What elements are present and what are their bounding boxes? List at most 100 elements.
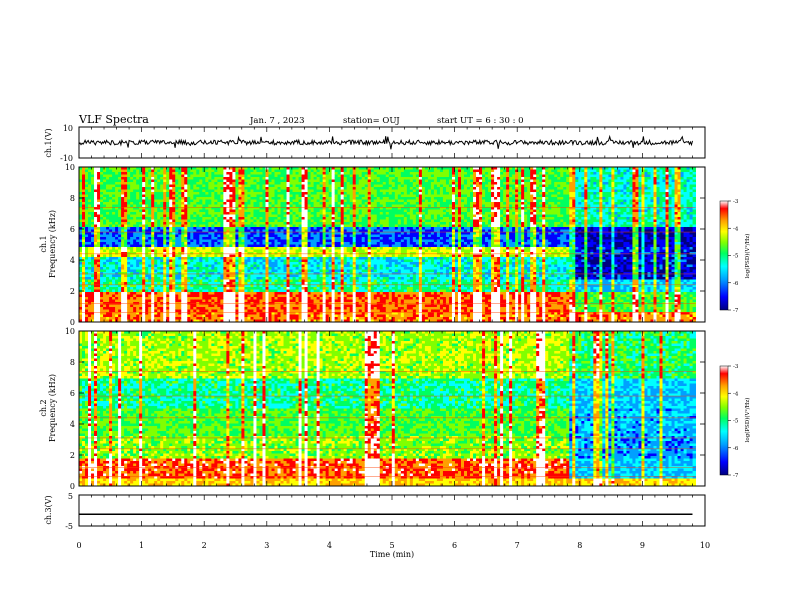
spectrogram-cell xyxy=(193,254,197,258)
spectrogram-cell xyxy=(91,192,95,195)
spectrogram-cell xyxy=(253,297,257,300)
spectrogram-cell xyxy=(217,214,221,218)
spectrogram-cell xyxy=(142,272,146,275)
spectrogram-cell xyxy=(277,237,281,240)
spectrogram-cell xyxy=(136,259,140,263)
spectrogram-cell xyxy=(304,317,308,320)
spectrogram-cell xyxy=(91,169,95,173)
spectrogram-cell xyxy=(220,202,224,205)
spectrogram-cell xyxy=(124,269,128,273)
spectrogram-cell xyxy=(139,309,143,313)
spectrogram-cell xyxy=(277,199,281,203)
spectrogram-cell xyxy=(124,209,128,213)
spectrogram-cell xyxy=(298,237,302,240)
spectrogram-cell xyxy=(268,314,272,318)
spectrogram-cell xyxy=(298,284,302,288)
spectrogram-cell xyxy=(85,272,89,275)
spectrogram-cell xyxy=(307,279,312,283)
spectrogram-cell xyxy=(97,267,101,270)
spectrogram-cell xyxy=(148,207,152,210)
spectrogram-cell xyxy=(79,209,83,213)
spectrogram-cell xyxy=(160,307,164,310)
spectrogram-cell xyxy=(112,169,116,173)
spectrogram-cell xyxy=(208,299,212,303)
spectrogram-cell xyxy=(274,192,278,195)
spectrogram-cell xyxy=(136,314,140,318)
spectrogram-cell xyxy=(172,317,176,320)
spectrogram-cell xyxy=(172,297,176,300)
spectrogram-cell xyxy=(262,257,266,260)
spectrogram-cell xyxy=(292,202,296,205)
spectrogram-cell xyxy=(151,204,155,208)
spectrogram-cell xyxy=(97,232,101,235)
spectrogram-cell xyxy=(250,229,254,233)
spectrogram-cell xyxy=(223,287,227,290)
spectrogram-cell xyxy=(166,317,170,320)
spectrogram-cell xyxy=(94,292,98,295)
spectrogram-cell xyxy=(139,279,143,283)
spectrogram-cell xyxy=(79,219,83,223)
spectrogram-cell xyxy=(235,317,239,320)
spectrogram-cell xyxy=(148,252,152,255)
spectrogram-cell xyxy=(154,262,158,265)
spectrogram-cell xyxy=(124,197,128,200)
spectrogram-cell xyxy=(136,297,140,300)
spectrogram-cell xyxy=(268,207,272,210)
spectrogram-cell xyxy=(256,269,260,273)
spectrogram-cell xyxy=(313,227,318,230)
spectrogram-cell xyxy=(211,229,215,233)
spectrogram-cell xyxy=(181,202,185,205)
spectrogram-cell xyxy=(142,232,146,235)
spectrogram-cell xyxy=(106,207,110,210)
spectrogram-cell xyxy=(268,262,272,265)
spectrogram-cell xyxy=(307,169,312,173)
spectrogram-cell xyxy=(226,289,230,293)
spectrogram-cell xyxy=(154,224,158,228)
spectrogram-cell xyxy=(97,307,101,310)
spectrogram-cell xyxy=(295,194,299,198)
spectrogram-cell xyxy=(280,282,284,285)
spectrogram-cell xyxy=(301,272,305,275)
spectrogram-cell xyxy=(142,184,146,188)
spectrogram-cell xyxy=(196,289,200,293)
spectrogram-cell xyxy=(88,207,92,210)
spectrogram-cell xyxy=(313,194,318,198)
spectrogram-cell xyxy=(121,189,125,193)
spectrogram-cell xyxy=(154,202,158,205)
spectrogram-cell xyxy=(253,232,257,235)
spectrogram-cell xyxy=(190,252,194,255)
spectrogram-cell xyxy=(268,204,272,208)
spectrogram-cell xyxy=(205,304,209,308)
spectrogram-cell xyxy=(289,197,293,200)
spectrogram-cell xyxy=(247,222,251,225)
spectrogram-cell xyxy=(286,197,290,200)
spectrogram-cell xyxy=(259,224,263,228)
spectrogram-cell xyxy=(205,259,209,263)
spectrogram-cell xyxy=(253,242,257,245)
spectrogram-cell xyxy=(160,189,164,193)
spectrogram-cell xyxy=(88,239,92,243)
spectrogram-cell xyxy=(229,272,233,275)
spectrogram-cell xyxy=(106,184,110,188)
spectrogram-cell xyxy=(166,319,170,323)
spectrogram-cell xyxy=(169,204,173,208)
spectrogram-cell xyxy=(112,187,116,190)
spectrogram-cell xyxy=(271,179,275,183)
spectrogram-cell xyxy=(211,257,215,260)
spectrogram-cell xyxy=(295,174,299,178)
spectrogram-cell xyxy=(199,204,203,208)
spectrogram-cell xyxy=(298,189,302,193)
spectrogram-cell xyxy=(205,177,209,180)
spectrogram-cell xyxy=(307,202,312,205)
spectrogram-cell xyxy=(235,219,239,223)
spectrogram-cell xyxy=(304,289,308,293)
spectrogram-cell xyxy=(184,202,188,205)
spectrogram-cell xyxy=(130,224,134,228)
spectrogram-cell xyxy=(121,279,125,283)
spectrogram-cell xyxy=(313,314,318,318)
spectrogram-cell xyxy=(244,227,248,230)
spectrogram-cell xyxy=(202,267,206,270)
spectrogram-cell xyxy=(274,267,278,270)
spectrogram-cell xyxy=(232,192,236,195)
spectrogram-cell xyxy=(79,294,83,298)
